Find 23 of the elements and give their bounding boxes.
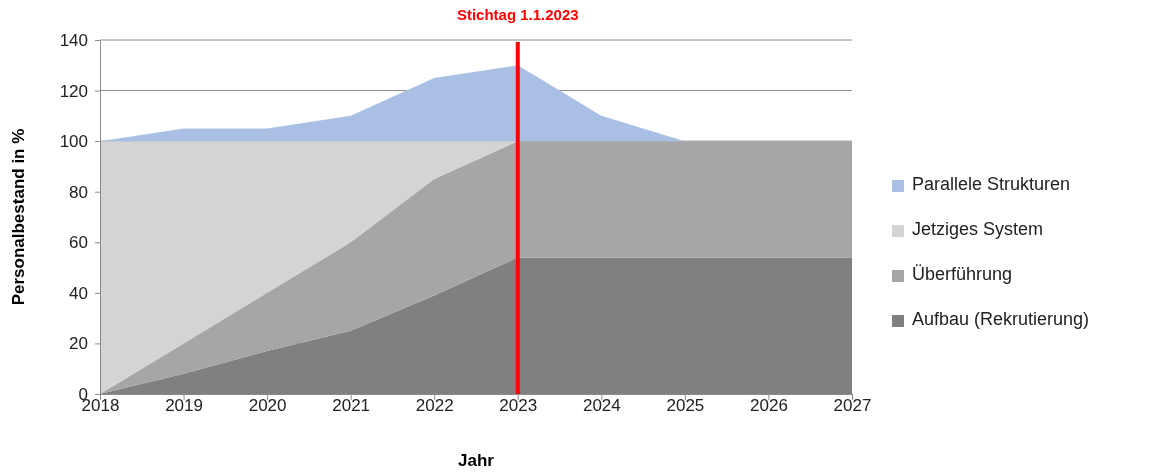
y-tick-label: 20 [69,334,88,354]
legend-label: Überführung [912,264,1013,284]
legend-label: Parallele Strukturen [912,174,1071,194]
y-tick-label: 40 [69,283,88,303]
x-tick-label: 2021 [332,396,371,415]
y-tick-label: 100 [59,132,88,152]
x-tick-label: 2024 [582,396,621,415]
y-tick-label: 120 [59,81,88,101]
legend-label: Jetziges System [912,219,1044,239]
x-axis-title: Jahr [458,451,495,470]
x-tick-label: 2022 [415,396,454,415]
x-tick-label: 2026 [750,396,788,415]
legend-label: Aufbau (Rekrutierung) [912,309,1090,329]
x-tick-label: 2025 [666,396,705,415]
x-tick-label: 2023 [499,396,538,415]
x-tick-label: 2019 [165,396,203,415]
ref-line-label: Stichtag 1.1.2023 [456,6,579,23]
y-axis-title: Personalbestand in % [9,128,28,306]
y-tick-label: 80 [69,182,88,202]
x-tick-label: 2027 [833,396,872,415]
y-tick-label: 140 [59,30,88,50]
x-tick-label: 2020 [248,396,287,415]
y-tick-label: 60 [69,233,88,253]
